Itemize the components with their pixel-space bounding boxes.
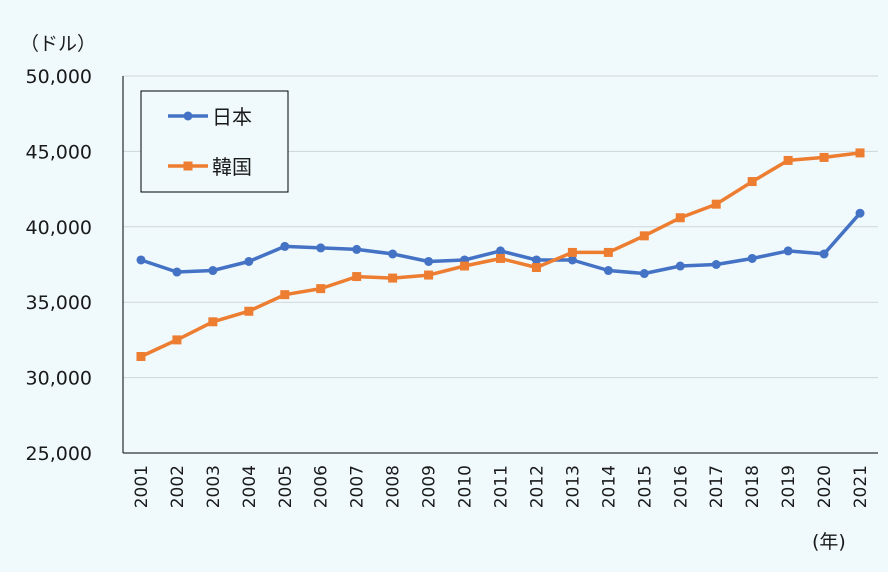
x-tick-label: 2003 xyxy=(204,465,224,508)
legend-box xyxy=(140,90,289,193)
legend-marker xyxy=(183,111,193,121)
data-point xyxy=(280,290,290,300)
y-axis-ticks: 25,000 30,000 35,000 40,000 45,000 50,000 xyxy=(26,66,92,465)
x-tick-label: 2014 xyxy=(599,465,619,508)
data-point xyxy=(783,246,793,256)
x-tick-label: 2012 xyxy=(527,465,547,508)
data-point xyxy=(352,244,362,254)
x-tick-label: 2016 xyxy=(671,465,691,508)
x-tick-label: 2011 xyxy=(492,465,512,508)
x-tick-label: 2002 xyxy=(168,465,188,508)
data-point xyxy=(424,270,434,280)
data-point xyxy=(316,284,326,294)
x-axis-ticks: 2001 2002 2003 2004 2005 2006 2007 2008 2009 2010… xyxy=(132,465,871,508)
x-tick-label: 2009 xyxy=(420,465,440,508)
data-point xyxy=(603,266,613,276)
legend-marker xyxy=(183,161,193,171)
data-point xyxy=(388,273,398,283)
data-point xyxy=(460,261,470,271)
data-point xyxy=(711,260,721,269)
data-point xyxy=(675,213,685,223)
data-point xyxy=(388,249,398,259)
data-point xyxy=(675,261,685,271)
y-tick-label: 30,000 xyxy=(26,368,92,390)
x-tick-label: 2007 xyxy=(348,465,368,508)
data-point xyxy=(136,255,146,265)
data-point xyxy=(819,249,829,259)
x-tick-label: 2020 xyxy=(815,465,835,508)
y-axis-unit: （ドル） xyxy=(20,33,96,55)
axes xyxy=(122,76,878,454)
data-point xyxy=(316,243,326,253)
data-point xyxy=(855,148,865,158)
x-tick-label: 2001 xyxy=(132,465,152,508)
x-tick-label: 2008 xyxy=(384,465,404,508)
y-tick-label: 35,000 xyxy=(26,292,92,314)
data-point xyxy=(711,199,721,209)
data-point xyxy=(855,208,865,218)
data-point xyxy=(603,247,613,257)
data-point xyxy=(531,263,541,273)
x-tick-label: 2021 xyxy=(851,465,871,508)
data-point xyxy=(424,256,434,266)
data-point xyxy=(136,351,146,361)
data-point xyxy=(352,272,362,282)
x-tick-label: 2006 xyxy=(312,465,332,508)
y-tick-label: 40,000 xyxy=(26,217,92,239)
data-point xyxy=(639,269,649,279)
legend-label: 韓国 xyxy=(212,155,252,179)
data-point xyxy=(244,306,254,316)
x-tick-label: 2017 xyxy=(707,465,727,508)
data-point xyxy=(567,255,577,265)
data-point xyxy=(280,241,290,251)
data-point xyxy=(244,256,254,266)
data-point xyxy=(783,155,793,165)
data-point xyxy=(639,231,649,241)
x-tick-label: 2010 xyxy=(456,465,476,508)
data-point xyxy=(567,247,577,257)
x-tick-label: 2005 xyxy=(276,465,296,508)
x-tick-label: 2018 xyxy=(743,465,763,508)
data-point xyxy=(172,335,182,345)
data-point xyxy=(208,266,218,276)
x-tick-label: 2019 xyxy=(779,465,799,508)
data-point xyxy=(496,246,505,256)
data-point xyxy=(819,152,829,162)
data-point xyxy=(531,255,541,265)
x-axis-unit: (年) xyxy=(812,531,846,553)
y-tick-label: 50,000 xyxy=(26,66,92,88)
y-tick-label: 45,000 xyxy=(26,141,92,163)
data-point xyxy=(747,177,757,187)
data-point xyxy=(747,253,757,263)
x-tick-label: 2015 xyxy=(635,465,655,508)
series-group xyxy=(136,148,865,361)
data-point xyxy=(496,253,505,263)
x-tick-label: 2013 xyxy=(563,465,583,508)
data-point xyxy=(208,317,218,327)
x-tick-label: 2004 xyxy=(240,465,260,508)
legend-label: 日本 xyxy=(212,105,252,129)
y-tick-label: 25,000 xyxy=(26,443,92,465)
data-point xyxy=(172,267,182,277)
